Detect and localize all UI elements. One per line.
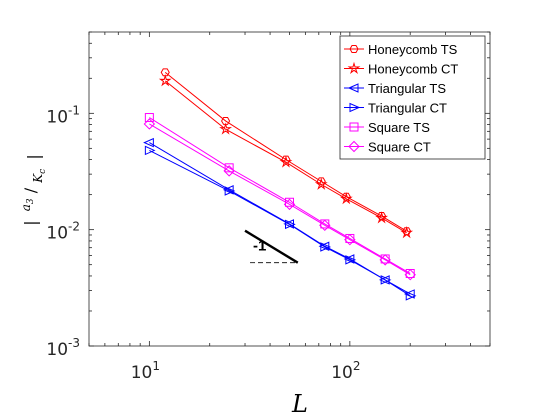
data-point (160, 68, 170, 77)
slope-label: -1 (253, 238, 266, 255)
data-point (283, 198, 296, 211)
legend-label-square-ts: Square TS (368, 120, 430, 135)
x-tick-label: 101 (131, 359, 160, 383)
data-point (320, 242, 332, 252)
data-point (221, 116, 231, 125)
legend-marker-honeycomb-ts (349, 45, 359, 53)
data-point (405, 291, 417, 301)
legend-label-triangular-ts: Triangular TS (368, 81, 446, 96)
x-tick-label: 102 (331, 359, 360, 383)
data-point (222, 185, 234, 195)
data-point (144, 113, 154, 123)
legend-label-honeycomb-ts: Honeycomb TS (368, 42, 458, 57)
y-tick-label: 10-3 (46, 336, 80, 360)
data-point (143, 137, 154, 148)
legend-box (339, 35, 486, 160)
series-layer (143, 68, 417, 301)
slope-annotation: -1 (244, 229, 299, 264)
data-point (224, 186, 236, 196)
legend-marker-honeycomb-ct (347, 61, 361, 74)
legend-marker-square-ct (348, 140, 360, 153)
series-square-ct (143, 118, 416, 281)
data-point (380, 275, 392, 285)
series-honeycomb-ct (158, 74, 414, 239)
axis-ticks (88, 31, 491, 347)
data-point (339, 192, 353, 205)
series-line-triangular-ct (149, 149, 411, 297)
data-point (219, 122, 233, 135)
series-line-honeycomb-ts (164, 71, 407, 232)
series-line-square-ts (149, 117, 411, 274)
data-point (224, 163, 234, 173)
legend-label-square-ct: Square CT (368, 140, 431, 155)
data-point (223, 165, 235, 177)
slope-line (244, 229, 299, 264)
legend-label-triangular-ct: Triangular CT (368, 101, 447, 116)
y-tick-label: 10-1 (46, 103, 80, 127)
series-line-square-ct (149, 123, 411, 276)
data-point (375, 211, 389, 224)
data-point (404, 269, 416, 281)
tick-labels: 101 102 10-3 10-2 10-1 (46, 103, 360, 383)
data-point (144, 145, 156, 156)
legend-marker-triangular-ts (347, 83, 359, 93)
series-triangular-ct (144, 145, 417, 301)
data-point (319, 219, 331, 232)
data-point (379, 254, 391, 266)
data-point (344, 233, 356, 246)
legend: Honeycomb TS Honeycomb CT Triangular TS Tri… (339, 35, 486, 160)
data-point (279, 155, 293, 168)
data-point (285, 219, 296, 230)
data-point (158, 74, 172, 87)
data-point (345, 255, 357, 265)
data-point (314, 177, 328, 190)
data-point (143, 118, 156, 130)
series-line-honeycomb-ct (164, 80, 407, 234)
data-point (400, 226, 414, 239)
legend-marker-square-ts (349, 122, 359, 132)
legend-marker-triangular-ct (349, 102, 361, 113)
y-axis-label: | a3 / Kc | (18, 154, 49, 225)
x-axis-label: L (291, 390, 308, 418)
y-tick-label: 10-2 (46, 220, 80, 244)
legend-label-honeycomb-ct: Honeycomb CT (368, 62, 458, 77)
svg-text:| a3 / Kc: | a3 / Kc | (18, 154, 49, 225)
